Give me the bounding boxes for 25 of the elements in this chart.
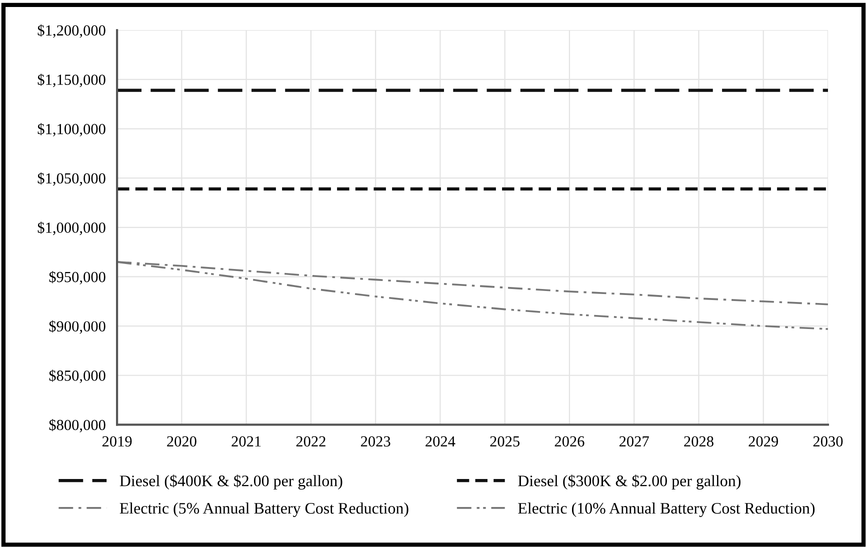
y-tick-label: $950,000	[49, 270, 106, 284]
x-tick-label: 2020	[167, 436, 196, 447]
x-tick-label: 2027	[619, 436, 649, 447]
x-tick-label: 2024	[426, 436, 456, 447]
x-tick-label: 2019	[102, 436, 132, 447]
x-tick-label: 2029	[748, 436, 778, 447]
legend-label: Diesel ($300K & $2.00 per gallon)	[518, 474, 740, 490]
y-tick-label: $900,000	[49, 320, 106, 334]
x-tick-label: 2022	[296, 436, 326, 447]
y-tick-label: $1,100,000	[38, 123, 106, 136]
y-tick-label: $1,200,000	[38, 24, 106, 38]
x-tick-label: 2030	[813, 436, 843, 447]
x-tick-label: 2023	[360, 436, 390, 447]
y-tick-label: $850,000	[49, 370, 106, 384]
legend-label: Electric (5% Annual Battery Cost Reduction)	[120, 502, 408, 517]
legend-label: Electric (10% Annual Battery Cost Reduction)	[518, 502, 815, 517]
legend-label: Diesel ($400K & $2.00 per gallon)	[120, 474, 342, 490]
x-tick-label: 2026	[554, 436, 584, 447]
y-tick-label: $1,050,000	[38, 172, 106, 186]
x-tick-label: 2025	[490, 436, 520, 447]
y-tick-label: $1,150,000	[38, 74, 106, 88]
x-tick-label: 2028	[684, 436, 714, 447]
y-tick-label: $800,000	[49, 418, 106, 432]
x-tick-label: 2021	[232, 436, 261, 447]
y-tick-label: $1,000,000	[38, 222, 106, 236]
